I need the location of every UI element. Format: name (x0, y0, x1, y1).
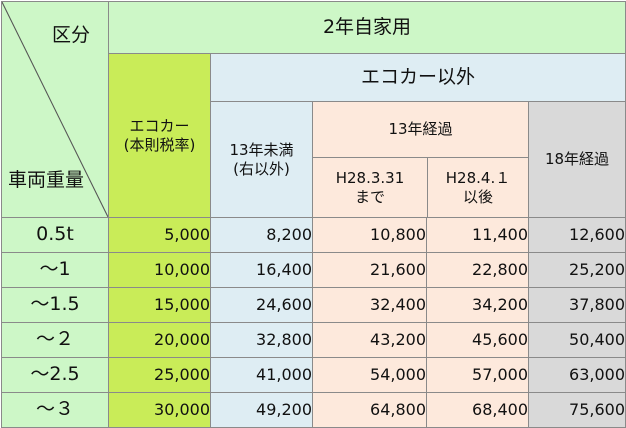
weight-cell: ～1 (1, 252, 109, 288)
h28-after-value-cell: 34,200 (426, 287, 529, 323)
corner-header-cell: 区分 車両重量 (1, 1, 109, 218)
under13-value-cell: 49,200 (210, 392, 313, 428)
h28-before-value-cell: 32,400 (312, 287, 427, 323)
h28-before-value-cell: 54,000 (312, 357, 427, 393)
table-row: ～３ 30,000 49,200 64,800 68,400 75,600 (1, 392, 626, 428)
h28-after-value-cell: 57,000 (426, 357, 529, 393)
h28-after-sublabel: 以後 (462, 187, 493, 206)
weight-cell: ～2.5 (1, 357, 109, 393)
header-row-3: 13年未満 (右以外) 13年経過 H28.3.31 まで H28.4.１ 以後… (2, 101, 626, 218)
h28-before-header: H28.3.31 まで (314, 158, 428, 217)
over18-value-cell: 75,600 (527, 392, 626, 428)
h28-before-value-cell: 21,600 (312, 252, 427, 288)
table-row: ～1.5 15,000 24,600 32,400 34,200 37,800 (1, 287, 626, 323)
h28-after-value-cell: 11,400 (426, 217, 529, 253)
h28-after-value-cell: 68,400 (426, 392, 529, 428)
h28-after-label: H28.4.１ (445, 168, 511, 187)
h28-before-label: H28.3.31 (335, 168, 405, 187)
over-13-years-header: 13年経過 H28.3.31 まで H28.4.１ 以後 (312, 101, 529, 218)
kubun-label: 区分 (52, 24, 91, 46)
h28-after-header: H28.4.１ 以後 (428, 158, 528, 217)
eco-car-sublabel: (本則税率) (123, 135, 196, 154)
vehicle-weight-label: 車両重量 (8, 169, 85, 192)
non-eco-car-header: エコカー以外 (209, 53, 626, 102)
under-13-years-sublabel: (右以外) (233, 159, 290, 178)
over18-value-cell: 63,000 (527, 357, 626, 393)
eco-value-cell: 15,000 (108, 287, 211, 323)
under13-value-cell: 16,400 (210, 252, 313, 288)
table-row: ～2.5 25,000 41,000 54,000 57,000 63,000 (1, 357, 626, 393)
eco-value-cell: 10,000 (108, 252, 211, 288)
over-18-years-header: 18年経過 (527, 101, 626, 218)
h28-before-sublabel: まで (354, 187, 385, 206)
weight-cell: ～２ (1, 322, 109, 358)
under13-value-cell: 32,800 (210, 322, 313, 358)
eco-value-cell: 25,000 (108, 357, 211, 393)
over-13-years-subheaders: H28.3.31 まで H28.4.１ 以後 (314, 158, 528, 217)
weight-cell: 0.5t (1, 217, 109, 253)
over18-value-cell: 12,600 (527, 217, 626, 253)
table-row: ～２ 20,000 32,800 43,200 45,600 50,400 (1, 322, 626, 358)
eco-car-header: エコカー (本則税率) (108, 53, 211, 218)
eco-value-cell: 20,000 (108, 322, 211, 358)
h28-before-value-cell: 64,800 (312, 392, 427, 428)
under13-value-cell: 8,200 (210, 217, 313, 253)
table-row: 0.5t 5,000 8,200 10,800 11,400 12,600 (1, 217, 626, 253)
under-13-years-header: 13年未満 (右以外) (210, 101, 313, 218)
table-row: ～1 10,000 16,400 21,600 22,800 25,200 (1, 252, 626, 288)
private-use-2yr-header: 2年自家用 (107, 1, 626, 54)
h28-after-value-cell: 22,800 (426, 252, 529, 288)
eco-car-label: エコカー (129, 116, 190, 135)
eco-value-cell: 30,000 (108, 392, 211, 428)
over18-value-cell: 50,400 (527, 322, 626, 358)
under13-value-cell: 24,600 (210, 287, 313, 323)
h28-after-value-cell: 45,600 (426, 322, 529, 358)
h28-before-value-cell: 43,200 (312, 322, 427, 358)
under13-value-cell: 41,000 (210, 357, 313, 393)
weight-cell: ～1.5 (1, 287, 109, 323)
over18-value-cell: 37,800 (527, 287, 626, 323)
diagonal-line (2, 2, 108, 217)
over18-value-cell: 25,200 (527, 252, 626, 288)
h28-before-value-cell: 10,800 (312, 217, 427, 253)
eco-value-cell: 5,000 (108, 217, 211, 253)
header-row-1: 区分 車両重量 2年自家用 (1, 1, 626, 218)
weight-cell: ～３ (1, 392, 109, 428)
over-13-years-label: 13年経過 (313, 103, 528, 158)
under-13-years-label: 13年未満 (229, 140, 294, 159)
header-row-2: エコカー (本則税率) エコカー以外 (2, 53, 626, 218)
